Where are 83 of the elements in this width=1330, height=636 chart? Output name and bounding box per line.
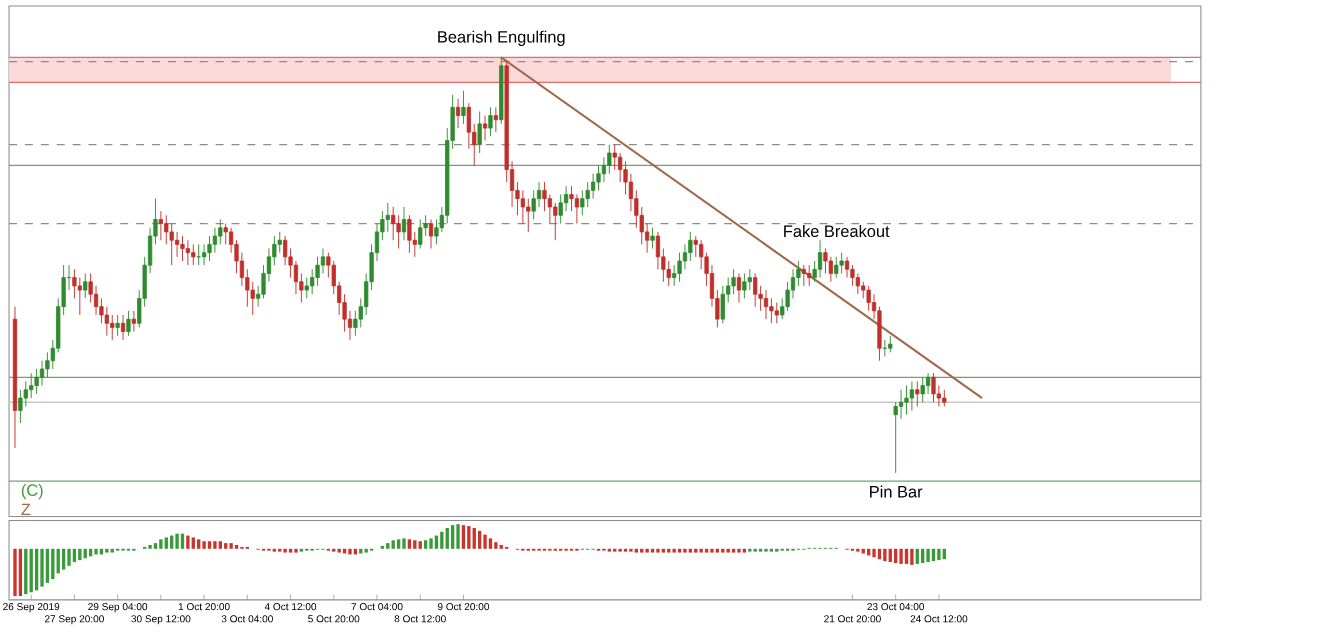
candlestick (850, 264, 855, 287)
candlestick (396, 215, 401, 250)
candlestick (115, 314, 120, 337)
candlestick (120, 314, 126, 341)
candlestick (77, 277, 82, 316)
candlestick (401, 206, 407, 241)
candlestick (315, 256, 320, 287)
candlestick (191, 244, 196, 266)
candlestick (223, 223, 228, 246)
candlestick (904, 385, 909, 416)
candlestick (866, 285, 871, 312)
candlestick (520, 190, 525, 225)
candlestick (477, 111, 482, 154)
candlestick (180, 235, 185, 262)
candlestick (855, 273, 860, 295)
candlestick (909, 381, 915, 412)
candlestick (650, 227, 655, 250)
candlestick (207, 235, 212, 262)
text: Bearish Engulfing (438, 30, 565, 47)
candlestick (526, 198, 531, 233)
candlestick (169, 223, 174, 266)
candlestick (218, 219, 223, 246)
annotation: Fake Breakout (784, 225, 890, 238)
candlestick (201, 244, 207, 266)
candlestick (839, 252, 844, 275)
candlestick (844, 256, 850, 279)
candlestick (304, 277, 309, 300)
candlestick (774, 302, 779, 324)
candlestick (574, 194, 580, 225)
candlestick (126, 310, 131, 337)
candlestick (488, 107, 493, 138)
candlestick (731, 269, 736, 295)
candlestick (828, 256, 833, 283)
candlestick (834, 256, 839, 279)
text: Pin Bar (870, 485, 923, 498)
candlestick (590, 173, 596, 200)
candlestick (455, 98, 461, 129)
candlestick (677, 252, 682, 283)
candlestick (29, 372, 34, 399)
candlestick (931, 372, 936, 403)
candlestick (158, 210, 163, 241)
candlestick (742, 273, 747, 300)
candlestick (747, 269, 752, 291)
candlestick (817, 239, 823, 279)
candlestick (688, 231, 693, 262)
candlestick (801, 264, 806, 287)
candlestick (769, 298, 774, 324)
candlestick (34, 368, 39, 395)
candlestick (39, 360, 45, 387)
candlestick (720, 285, 725, 324)
candlestick (915, 381, 920, 408)
candlestick (212, 227, 218, 254)
candlestick (531, 190, 536, 221)
candlestick (104, 306, 109, 337)
candlestick (174, 231, 180, 258)
candlestick (753, 273, 758, 308)
candlestick (925, 372, 931, 395)
candlestick (823, 248, 828, 275)
candlestick (580, 190, 585, 216)
candlestick (807, 264, 812, 287)
candlestick (18, 389, 23, 424)
candlestick (83, 273, 88, 300)
candlestick (558, 194, 563, 225)
candlestick (920, 377, 925, 403)
text: Z (21, 503, 31, 516)
candlestick (493, 107, 498, 133)
candlestick (461, 90, 466, 125)
candlestick (553, 202, 558, 241)
candlestick (596, 165, 601, 192)
candlestick (763, 289, 769, 320)
candlestick (407, 215, 412, 254)
candlestick (736, 273, 742, 304)
candlestick (391, 206, 396, 241)
candlestick (110, 314, 115, 341)
candlestick (385, 202, 390, 233)
text: (C) (21, 484, 43, 500)
candlestick (418, 219, 423, 250)
candlestick (131, 310, 136, 333)
candlestick (185, 239, 191, 266)
candlestick (482, 115, 488, 142)
candlestick (585, 181, 590, 208)
candlestick (607, 144, 612, 175)
candlestick (428, 219, 434, 250)
